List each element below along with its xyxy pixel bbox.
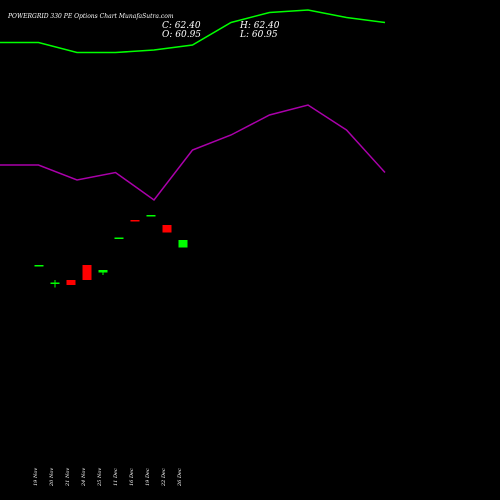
candle-body bbox=[34, 265, 44, 267]
candle bbox=[82, 265, 92, 280]
candle bbox=[66, 280, 76, 285]
candle bbox=[130, 220, 140, 222]
candle bbox=[114, 237, 124, 239]
x-tick-label: 25 Nov bbox=[97, 468, 103, 487]
x-axis-ticks: 19 Nov 20 Nov 21 Nov 24 Nov 25 Nov 11 Dec 16 D… bbox=[33, 468, 183, 487]
candle-body bbox=[178, 240, 188, 248]
x-tick-label: 20 Nov bbox=[49, 468, 55, 487]
x-tick-label: 19 Dec bbox=[145, 468, 151, 486]
x-tick-label: 22 Dec bbox=[161, 468, 167, 487]
indicator-line-2 bbox=[0, 104, 386, 202]
candle-body bbox=[146, 215, 156, 217]
chart-title: POWERGRID 330 PE Options Chart MunafaSut… bbox=[7, 13, 174, 20]
candle bbox=[178, 240, 188, 248]
candle bbox=[34, 265, 44, 267]
candle-body bbox=[114, 237, 124, 239]
x-tick-label: 11 Dec bbox=[113, 468, 119, 486]
indicator-line-1 bbox=[0, 9, 386, 54]
candle-body bbox=[98, 270, 108, 273]
high-value: H: 62.40 bbox=[239, 21, 280, 31]
candle-body bbox=[82, 265, 92, 280]
candle-body bbox=[162, 225, 172, 233]
candle-body bbox=[130, 220, 140, 222]
low-value: L: 60.95 bbox=[239, 30, 278, 40]
close-value: C: 62.40 bbox=[162, 21, 201, 31]
x-tick-label: 26 Dec bbox=[177, 468, 183, 487]
x-tick-label: 16 Dec bbox=[129, 468, 135, 486]
x-tick-label: 19 Nov bbox=[33, 468, 39, 486]
candle bbox=[162, 225, 172, 233]
candles bbox=[34, 215, 188, 288]
x-tick-label: 24 Nov bbox=[81, 468, 87, 487]
candle-body bbox=[50, 282, 60, 284]
candle bbox=[50, 280, 60, 288]
x-tick-label: 21 Nov bbox=[65, 468, 71, 487]
open-value: O: 60.95 bbox=[162, 30, 201, 40]
indicator-lines bbox=[0, 9, 386, 202]
candle bbox=[146, 215, 156, 217]
candle-body bbox=[66, 280, 76, 285]
candle bbox=[98, 270, 108, 275]
